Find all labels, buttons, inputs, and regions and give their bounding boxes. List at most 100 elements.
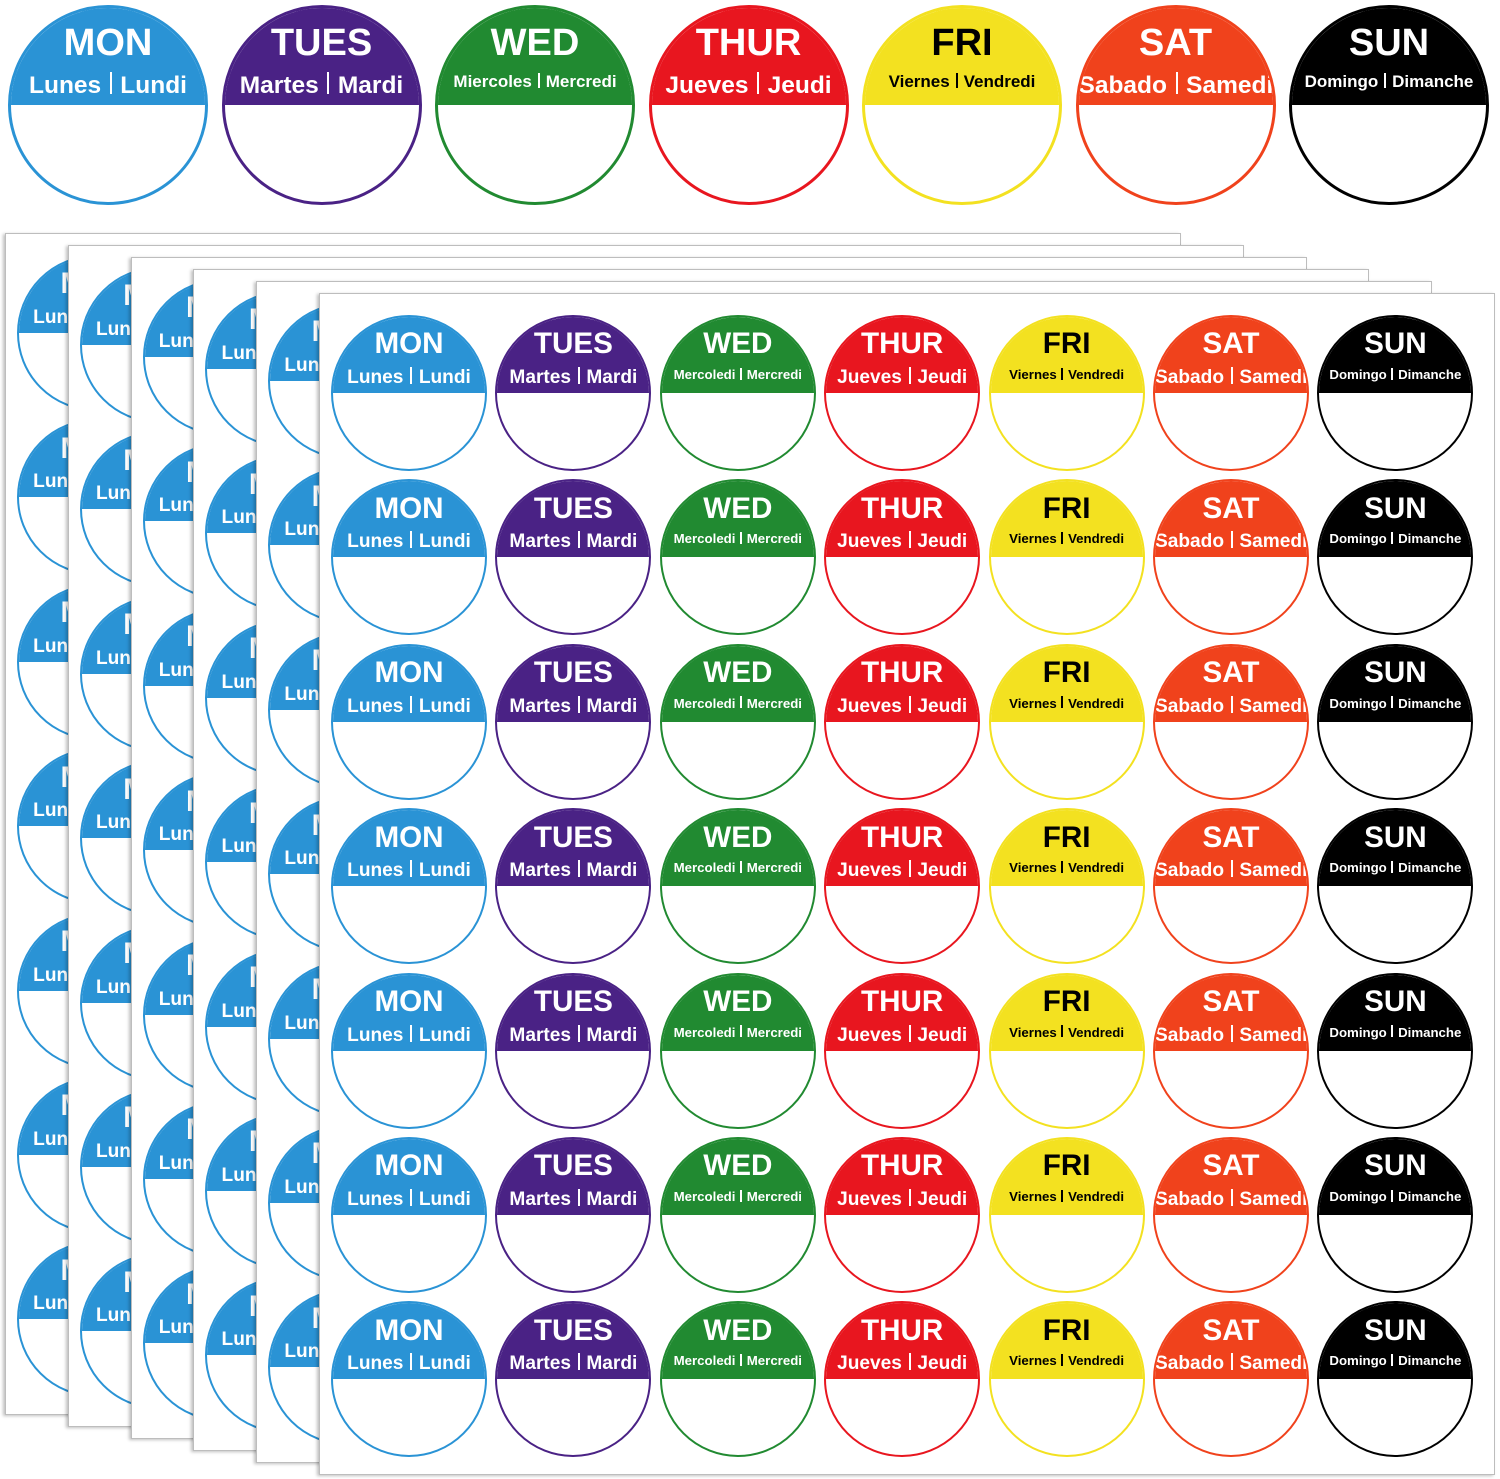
spanish-name: Jueves <box>837 367 902 389</box>
french-name: Mardi <box>586 1353 638 1375</box>
french-name: Mercredi <box>746 860 802 876</box>
spanish-name: Sabado <box>1155 367 1225 389</box>
french-name: Dimanche <box>1398 860 1462 876</box>
day-translations: Domingo Dimanche <box>1319 696 1471 711</box>
spanish-name: Martes <box>509 367 572 389</box>
day-abbrev: SAT <box>1202 656 1260 690</box>
day-translations: Viernes Vendredi <box>991 1025 1143 1040</box>
divider <box>1175 72 1178 95</box>
sticker-header: SAT Sabado Samedi <box>1155 317 1307 393</box>
sticker-header: WED Miercoles Mercredi <box>438 8 632 105</box>
divider <box>1391 860 1394 873</box>
day-abbrev: THUR <box>861 327 944 361</box>
day-abbrev: WED <box>703 1313 773 1347</box>
french-name: Jeudi <box>917 860 968 882</box>
spanish-name: Jueves <box>665 72 749 99</box>
sticker-header: FRI Viernes Vendredi <box>990 1303 1143 1380</box>
divider <box>410 1353 413 1371</box>
sticker-header: SAT Sabado Samedi <box>1155 481 1308 558</box>
french-name: Mercredi <box>746 1024 802 1040</box>
spanish-name: Martes <box>509 860 572 882</box>
day-translations: Jueves Jeudi <box>652 72 846 100</box>
day-translations: Martes Mardi <box>225 72 419 100</box>
sticker-header: SAT Sabado Samedi <box>1155 645 1307 722</box>
sticker-header: THUR Jueves Jeudi <box>826 1139 979 1215</box>
french-name: Jeudi <box>917 1024 968 1046</box>
sticker-sun: SUN Domingo Dimanche <box>1317 479 1474 636</box>
divider <box>577 1188 580 1207</box>
day-abbrev: WED <box>703 1149 773 1183</box>
french-name: Samedi <box>1239 531 1308 553</box>
sticker-tues: TUES Martes Mardi <box>495 643 652 800</box>
day-translations: Martes Mardi <box>497 531 649 553</box>
day-abbrev: TUES <box>533 327 613 361</box>
spanish-name: Domingo <box>1329 366 1387 382</box>
day-abbrev: FRI <box>931 22 993 64</box>
french-name: Dimanche <box>1398 1024 1462 1040</box>
sticker-header: SUN Domingo Dimanche <box>1319 1303 1472 1380</box>
spanish-name: Sabado <box>1155 531 1225 553</box>
spanish-name: Sabado <box>1155 1353 1225 1375</box>
french-name: Mardi <box>586 1189 638 1211</box>
day-translations: Mercoledi Mercredi <box>662 696 814 711</box>
divider <box>577 366 580 385</box>
day-translations: Domingo Dimanche <box>1319 860 1471 875</box>
day-abbrev: TUES <box>533 985 613 1019</box>
spanish-name: Viernes <box>1009 531 1057 547</box>
sticker-mon: MON Lunes Lundi <box>331 643 487 800</box>
day-translations: Martes Mardi <box>497 860 649 882</box>
day-translations: Domingo Dimanche <box>1319 1025 1471 1040</box>
french-name: Dimanche <box>1398 1353 1462 1369</box>
sticker-sat: SAT Sabado Samedi <box>1153 808 1309 965</box>
divider <box>327 72 330 95</box>
day-abbrev: THUR <box>861 656 944 690</box>
sticker-tues: TUES Martes Mardi <box>495 808 652 965</box>
sticker-thur: THUR Jueves Jeudi <box>824 1137 981 1293</box>
day-abbrev: TUES <box>270 22 373 64</box>
sticker-wed: WED Mercoledi Mercredi <box>659 643 816 800</box>
divider <box>1061 860 1064 873</box>
day-abbrev: WED <box>703 656 773 690</box>
day-abbrev: SAT <box>1202 1313 1260 1347</box>
spanish-name: Martes <box>239 72 319 99</box>
divider <box>908 1353 911 1371</box>
french-name: Samedi <box>1239 1189 1308 1211</box>
divider <box>1384 72 1387 88</box>
spanish-name: Miercoles <box>453 72 532 91</box>
day-translations: Martes Mardi <box>497 1188 649 1211</box>
day-abbrev: SUN <box>1364 985 1427 1019</box>
sticker-header: MON Lunes Lundi <box>333 481 485 558</box>
day-translations: Martes Mardi <box>497 695 649 718</box>
sticker-tues: TUES Martes Mardi <box>495 1301 652 1458</box>
french-name: Vendredi <box>1068 695 1125 711</box>
divider <box>1230 860 1233 878</box>
day-translations: Jueves Jeudi <box>826 531 978 553</box>
day-translations: Lunes Lundi <box>333 1353 485 1375</box>
sticker-header: TUES Martes Mardi <box>497 1139 650 1215</box>
day-abbrev: WED <box>703 327 773 361</box>
divider <box>908 695 911 713</box>
sticker-wed: WED Mercoledi Mercredi <box>659 808 816 965</box>
divider <box>410 860 413 878</box>
front-sheet: MON Lunes Lundi TUES Martes Mardi WED Mercoledi… <box>319 293 1495 1475</box>
day-translations: Mercoledi Mercredi <box>662 860 814 875</box>
divider <box>410 1024 413 1042</box>
day-translations: Viernes Vendredi <box>991 367 1143 382</box>
french-name: Lundi <box>418 531 471 553</box>
french-name: Dimanche <box>1392 72 1474 91</box>
spanish-name: Viernes <box>1009 1024 1057 1040</box>
day-translations: Martes Mardi <box>497 366 649 389</box>
day-translations: Sabado Samedi <box>1155 695 1307 718</box>
spanish-name: Domingo <box>1329 695 1387 711</box>
sticker-wed: WED Mercoledi Mercredi <box>659 1137 816 1293</box>
french-name: Lundi <box>418 1353 471 1375</box>
sticker-sat: SAT Sabado Samedi <box>1153 315 1309 471</box>
divider <box>577 531 580 549</box>
sticker-sat: SAT Sabado Samedi <box>1075 5 1276 205</box>
sticker-mon: MON Lunes Lundi <box>331 315 487 471</box>
sticker-wed: WED Mercoledi Mercredi <box>659 479 816 636</box>
day-abbrev: SUN <box>1364 491 1427 525</box>
day-abbrev: SAT <box>1202 327 1260 361</box>
sticker-header: MON Lunes Lundi <box>333 317 485 393</box>
divider <box>740 860 743 873</box>
